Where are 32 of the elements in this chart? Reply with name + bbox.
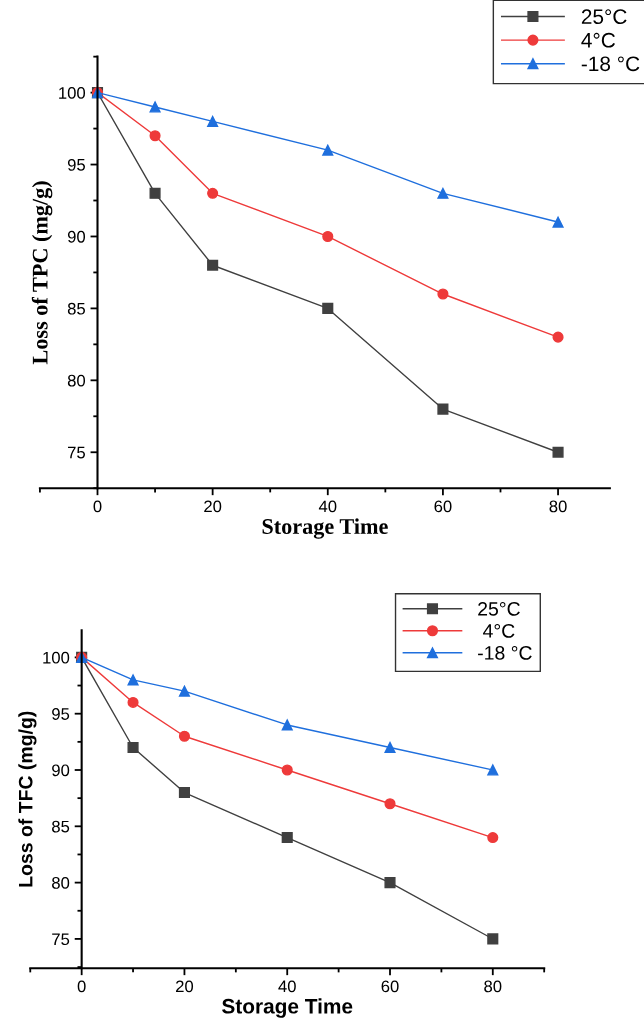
y-tick-label: 90	[67, 230, 86, 243]
x-tick-label: 20	[176, 980, 194, 993]
y-tick-label: 75	[68, 446, 85, 459]
legend-label: -18 °C	[581, 56, 640, 72]
y-tick-label: 85	[67, 302, 85, 315]
legend-label: 4°C	[581, 32, 616, 48]
y-tick-label: 80	[52, 877, 70, 889]
y-tick-label: 75	[52, 933, 70, 946]
x-tick-label: 40	[278, 980, 296, 993]
x-axis-title: Storage Time	[262, 518, 388, 539]
legend-label: 4°C	[483, 624, 515, 638]
y-tick-label: 95	[67, 158, 85, 171]
x-tick-label: 80	[484, 980, 502, 993]
x-tick-label: 0	[93, 500, 102, 513]
x-tick-label: 60	[381, 980, 399, 993]
x-tick-label: 60	[434, 500, 452, 513]
y-tick-label: 90	[52, 764, 70, 777]
y-tick-label: 80	[67, 374, 86, 387]
legend-label: -18 °C	[478, 646, 532, 660]
x-tick-label: 80	[549, 500, 567, 513]
x-axis-title: Storage Time	[222, 998, 353, 1018]
legend-label: 25°C	[581, 9, 627, 25]
y-tick-label: 100	[43, 651, 70, 664]
y-axis-title: Loss of TFC (mg/g)	[18, 711, 37, 887]
x-tick-label: 0	[77, 980, 86, 993]
y-tick-label: 85	[52, 820, 70, 833]
legend-label: 25°C	[478, 602, 520, 616]
y-tick-label: 95	[52, 708, 70, 720]
x-tick-label: 40	[318, 500, 337, 513]
x-tick-label: 20	[204, 500, 222, 513]
y-axis-title: Loss of TPC (mg/g)	[31, 181, 53, 365]
y-tick-label: 100	[59, 87, 86, 99]
